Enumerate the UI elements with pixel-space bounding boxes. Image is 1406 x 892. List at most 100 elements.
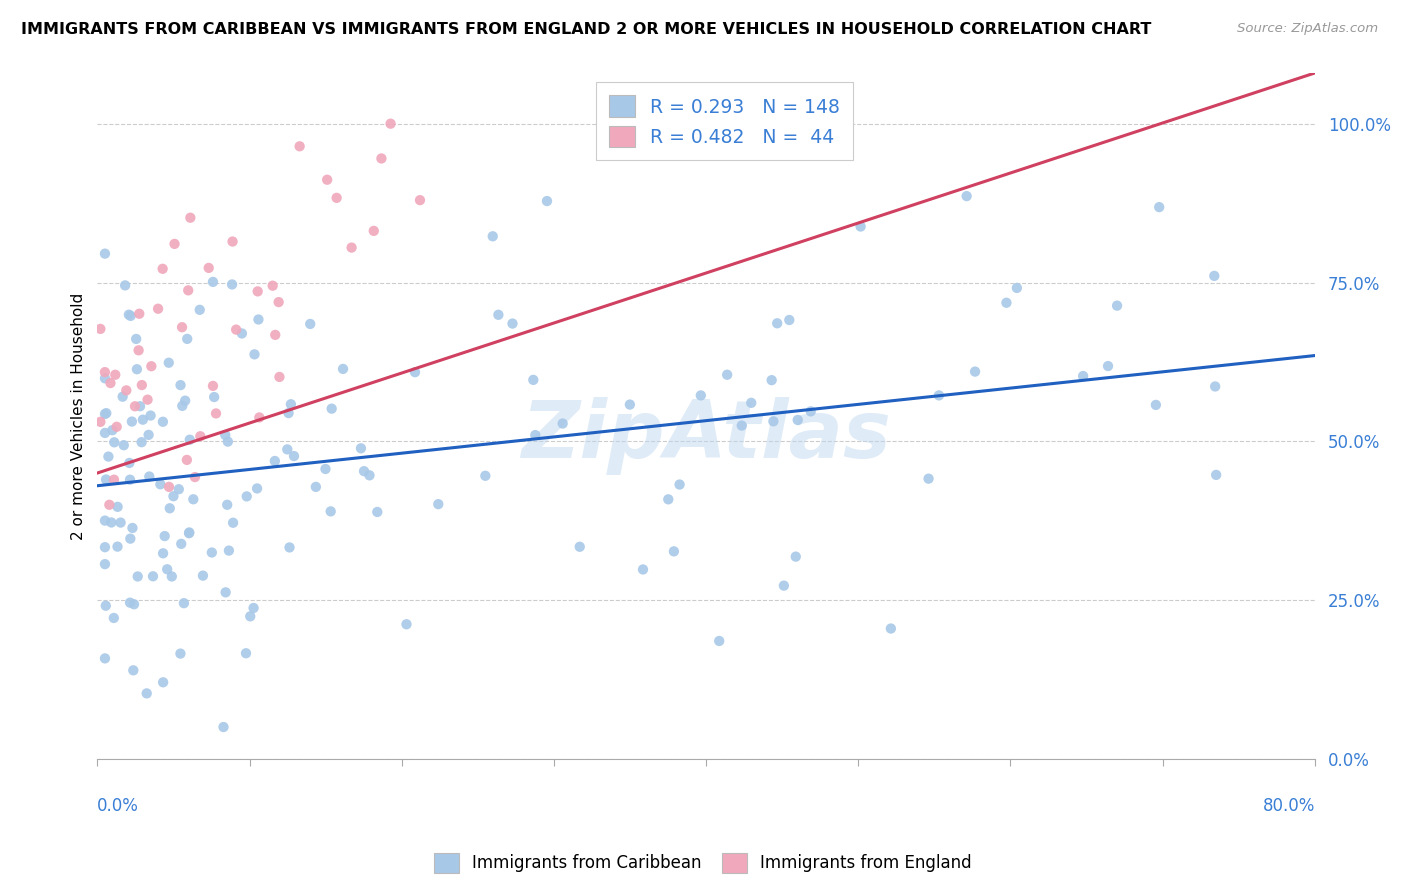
Point <box>299 317 322 331</box>
Point <box>1204 379 1226 393</box>
Point <box>786 413 808 427</box>
Point <box>107 540 129 554</box>
Point <box>917 472 939 486</box>
Point <box>619 398 641 412</box>
Point <box>103 473 125 487</box>
Point <box>131 378 153 392</box>
Point <box>152 415 174 429</box>
Point <box>314 462 336 476</box>
Point <box>125 332 148 346</box>
Point <box>128 307 150 321</box>
Point <box>332 362 354 376</box>
Point <box>138 469 160 483</box>
Point <box>785 549 807 564</box>
Point <box>225 323 247 337</box>
Point <box>127 569 149 583</box>
Point <box>359 468 381 483</box>
Point <box>94 599 117 613</box>
Point <box>731 418 754 433</box>
Point <box>94 540 117 554</box>
Point <box>124 399 146 413</box>
Point <box>173 596 195 610</box>
Point <box>370 152 392 166</box>
Point <box>353 464 375 478</box>
Point <box>536 194 558 208</box>
Point <box>94 425 117 440</box>
Point <box>395 617 418 632</box>
Point <box>122 663 145 677</box>
Point <box>568 540 591 554</box>
Point <box>120 532 142 546</box>
Point <box>662 544 685 558</box>
Point <box>247 312 270 326</box>
Point <box>118 456 141 470</box>
Point <box>205 406 228 420</box>
Point <box>263 454 285 468</box>
Point <box>94 407 117 421</box>
Point <box>177 284 200 298</box>
Point <box>118 308 141 322</box>
Point <box>1097 359 1119 373</box>
Point <box>129 399 152 413</box>
Point <box>773 579 796 593</box>
Point <box>94 246 117 260</box>
Point <box>319 504 342 518</box>
Point <box>340 241 363 255</box>
Point <box>111 390 134 404</box>
Point <box>278 541 301 555</box>
Point <box>125 362 148 376</box>
Point <box>276 442 298 457</box>
Point <box>325 191 347 205</box>
Point <box>761 373 783 387</box>
Point <box>740 396 762 410</box>
Point <box>247 410 270 425</box>
Point <box>191 568 214 582</box>
Point <box>159 501 181 516</box>
Point <box>169 378 191 392</box>
Point <box>103 435 125 450</box>
Point <box>157 480 180 494</box>
Point <box>427 497 450 511</box>
Point <box>217 498 239 512</box>
Point <box>409 193 432 207</box>
Point <box>139 409 162 423</box>
Point <box>305 480 328 494</box>
Point <box>101 423 124 437</box>
Point <box>132 412 155 426</box>
Text: ZipAtlas: ZipAtlas <box>522 398 891 475</box>
Text: IMMIGRANTS FROM CARIBBEAN VS IMMIGRANTS FROM ENGLAND 2 OR MORE VEHICLES IN HOUSE: IMMIGRANTS FROM CARIBBEAN VS IMMIGRANTS … <box>21 22 1152 37</box>
Point <box>404 365 426 379</box>
Point <box>201 545 224 559</box>
Point <box>242 601 264 615</box>
Point <box>94 473 117 487</box>
Point <box>380 117 402 131</box>
Text: Source: ZipAtlas.com: Source: ZipAtlas.com <box>1237 22 1378 36</box>
Point <box>283 449 305 463</box>
Point <box>138 428 160 442</box>
Point <box>120 309 142 323</box>
Point <box>197 260 219 275</box>
Point <box>849 219 872 234</box>
Point <box>231 326 253 341</box>
Point <box>146 301 169 316</box>
Point <box>162 489 184 503</box>
Point <box>963 365 986 379</box>
Point <box>105 419 128 434</box>
Point <box>156 562 179 576</box>
Legend: R = 0.293   N = 148, R = 0.482   N =  44: R = 0.293 N = 148, R = 0.482 N = 44 <box>596 82 853 161</box>
Point <box>246 285 269 299</box>
Point <box>551 417 574 431</box>
Point <box>246 482 269 496</box>
Point <box>956 189 979 203</box>
Point <box>235 489 257 503</box>
Point <box>167 482 190 496</box>
Point <box>366 505 388 519</box>
Point <box>97 450 120 464</box>
Point <box>689 388 711 402</box>
Point <box>179 211 201 225</box>
Point <box>363 224 385 238</box>
Point <box>152 546 174 560</box>
Point <box>177 526 200 541</box>
Point <box>201 275 224 289</box>
Point <box>762 414 785 428</box>
